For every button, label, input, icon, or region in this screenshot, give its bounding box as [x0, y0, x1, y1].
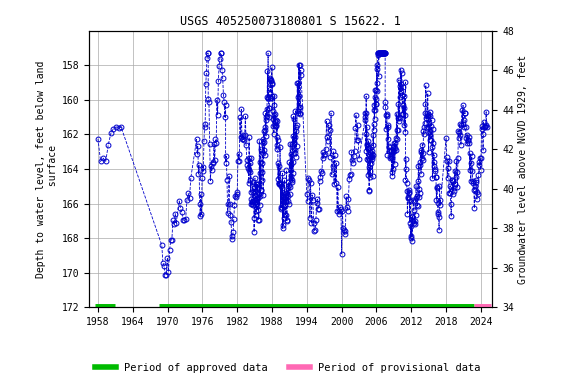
Title: USGS 405250073180801 S 15622. 1: USGS 405250073180801 S 15622. 1	[180, 15, 401, 28]
Y-axis label: Depth to water level, feet below land
 surface: Depth to water level, feet below land su…	[36, 60, 58, 278]
Y-axis label: Groundwater level above NGVD 1929, feet: Groundwater level above NGVD 1929, feet	[518, 55, 528, 283]
Legend: Period of approved data, Period of provisional data: Period of approved data, Period of provi…	[91, 359, 485, 377]
